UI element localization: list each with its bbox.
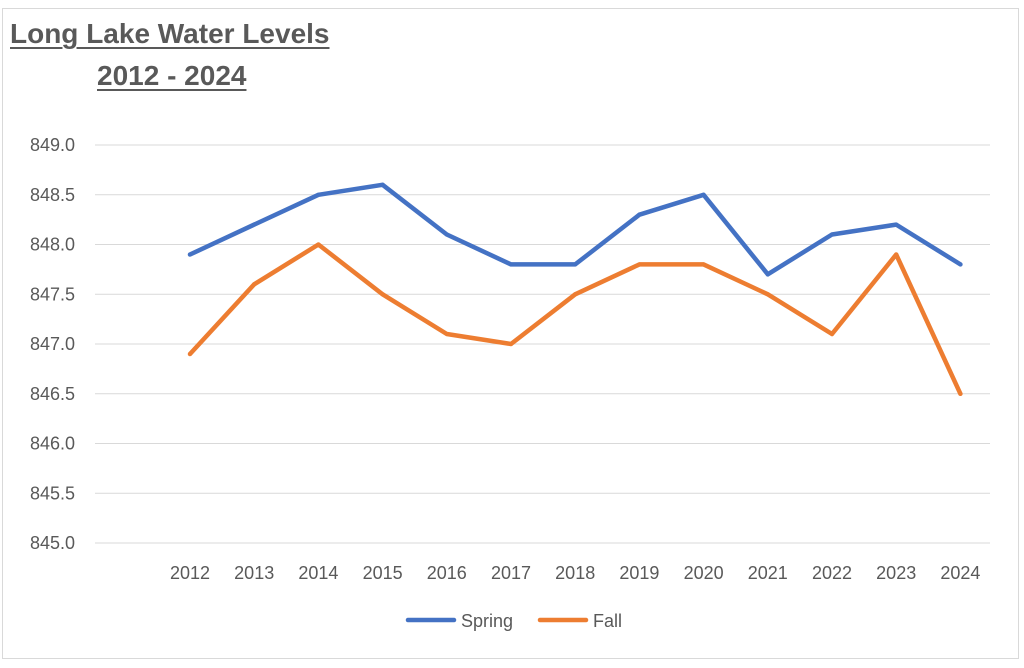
x-tick-label: 2017	[491, 563, 531, 583]
data-point-spring	[380, 182, 385, 187]
x-tick-label: 2013	[234, 563, 274, 583]
data-point-spring	[765, 272, 770, 277]
data-point-fall	[701, 262, 706, 267]
legend-label-fall: Fall	[593, 611, 622, 631]
data-point-fall	[765, 292, 770, 297]
data-point-fall	[573, 292, 578, 297]
data-point-spring	[701, 192, 706, 197]
y-tick-label: 849.0	[30, 135, 75, 155]
data-point-spring	[637, 212, 642, 217]
data-point-fall	[380, 292, 385, 297]
series-line-fall	[187, 242, 963, 397]
x-tick-label: 2012	[170, 563, 210, 583]
data-point-spring	[573, 262, 578, 267]
x-tick-label: 2016	[427, 563, 467, 583]
data-point-fall	[188, 351, 192, 356]
x-axis: 2012 2013 2014 2015 2016 2017 2018 2019 2020 2021…	[170, 563, 980, 583]
data-point-fall	[958, 391, 963, 396]
data-point-fall	[316, 242, 321, 247]
data-point-spring	[316, 192, 321, 197]
y-tick-label: 845.5	[30, 483, 75, 503]
y-tick-label: 846.0	[30, 434, 75, 454]
x-tick-label: 2022	[812, 563, 852, 583]
data-point-spring	[830, 232, 834, 237]
y-tick-label: 847.0	[30, 334, 75, 354]
data-point-fall	[444, 332, 449, 337]
data-point-spring	[188, 252, 192, 257]
gridlines	[95, 144, 990, 544]
y-tick-label: 845.0	[30, 533, 75, 553]
y-tick-label: 848.5	[30, 185, 75, 205]
series-line-spring	[187, 182, 963, 277]
data-point-spring	[444, 232, 449, 237]
data-point-spring	[894, 222, 899, 227]
y-tick-label: 847.5	[30, 284, 75, 304]
legend-label-spring: Spring	[461, 611, 513, 631]
data-point-fall	[509, 342, 513, 346]
x-tick-label: 2024	[940, 563, 980, 583]
x-tick-label: 2018	[555, 563, 595, 583]
data-point-fall	[252, 282, 257, 287]
legend: Spring Fall	[405, 611, 622, 631]
x-tick-label: 2019	[619, 563, 659, 583]
x-tick-label: 2023	[876, 563, 916, 583]
data-point-fall	[894, 252, 899, 257]
data-point-spring	[509, 262, 513, 267]
chart-frame	[2, 8, 1019, 659]
data-point-spring	[252, 222, 257, 227]
series-lines	[187, 182, 963, 397]
data-point-spring	[958, 262, 963, 267]
y-tick-label: 846.5	[30, 384, 75, 404]
y-tick-label: 848.0	[30, 235, 75, 255]
x-tick-label: 2020	[684, 563, 724, 583]
data-point-fall	[830, 332, 834, 337]
x-tick-label: 2014	[298, 563, 338, 583]
x-tick-label: 2015	[363, 563, 403, 583]
x-tick-label: 2021	[748, 563, 788, 583]
data-point-fall	[637, 262, 642, 267]
chart-subtitle: 2012 - 2024	[97, 60, 247, 91]
y-axis: 849.0 848.5 848.0 847.5 847.0 846.5 846.0 845.5…	[30, 135, 75, 553]
chart-title: Long Lake Water Levels	[10, 18, 330, 49]
